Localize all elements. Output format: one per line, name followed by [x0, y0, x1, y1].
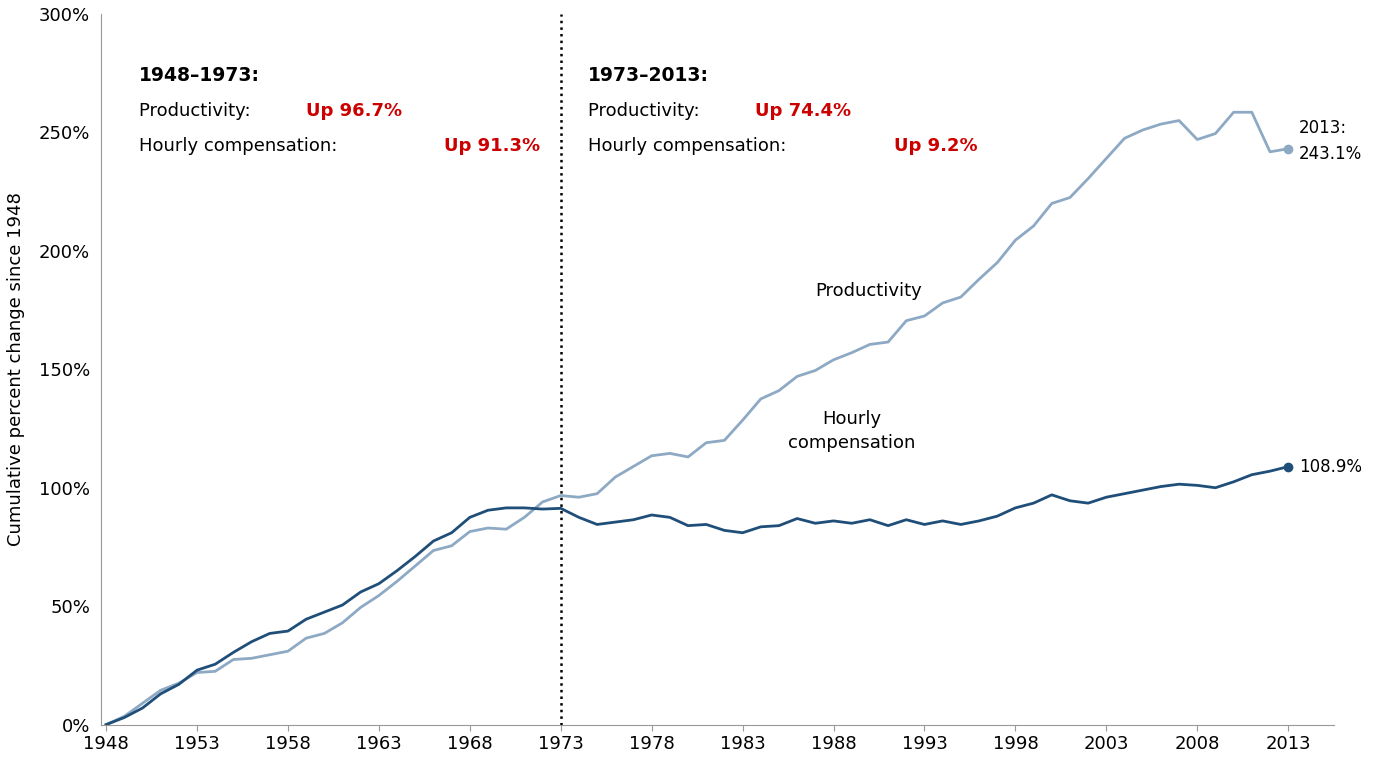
Text: 243.1%: 243.1%: [1298, 144, 1363, 163]
Text: 108.9%: 108.9%: [1298, 458, 1362, 476]
Text: Productivity:: Productivity:: [588, 102, 705, 119]
Text: Productivity:: Productivity:: [139, 102, 256, 119]
Text: Hourly compensation:: Hourly compensation:: [588, 137, 793, 155]
Text: Up 9.2%: Up 9.2%: [893, 137, 977, 155]
Text: 1973–2013:: 1973–2013:: [588, 66, 709, 85]
Text: Hourly compensation:: Hourly compensation:: [139, 137, 344, 155]
Text: Up 91.3%: Up 91.3%: [444, 137, 540, 155]
Text: Hourly
compensation: Hourly compensation: [789, 410, 915, 451]
Text: 1948–1973:: 1948–1973:: [139, 66, 260, 85]
Text: Productivity: Productivity: [815, 282, 922, 300]
Text: Up 96.7%: Up 96.7%: [306, 102, 403, 119]
Y-axis label: Cumulative percent change since 1948: Cumulative percent change since 1948: [7, 192, 25, 546]
Text: Up 74.4%: Up 74.4%: [756, 102, 852, 119]
Text: 2013:: 2013:: [1298, 119, 1348, 137]
